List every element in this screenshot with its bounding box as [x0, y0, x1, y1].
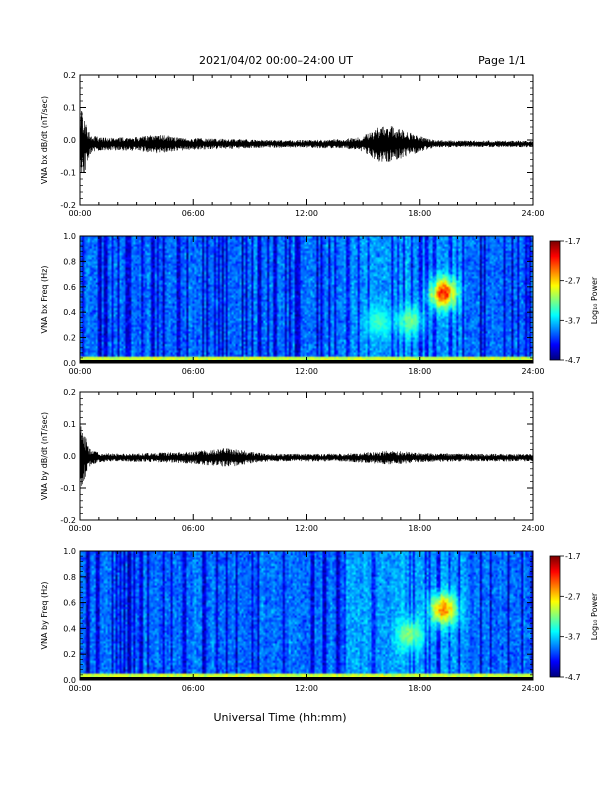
y-tick-label: 0.4 — [63, 308, 76, 317]
y-axis-label: VNA by dB/dt (nT/sec) — [40, 412, 49, 500]
colorbar-tick-label: -3.7 — [565, 633, 581, 642]
x-tick-label: 18:00 — [408, 684, 431, 693]
y-tick-label: 0.2 — [63, 334, 76, 343]
colorbar-label: Log₁₀ Power — [590, 592, 599, 640]
x-tick-label: 00:00 — [68, 367, 91, 376]
y-tick-label: 0.2 — [63, 71, 76, 80]
colorbar-tick-label: -2.7 — [565, 592, 581, 601]
y-tick-label: -0.2 — [60, 516, 76, 525]
panel-3: 00:00 06:00 12:00 18:00 24:00 -0.2 -0.1 0.0 0.1 0… — [40, 388, 545, 533]
x-tick-label: 24:00 — [521, 524, 544, 533]
colorbar-frame — [549, 555, 561, 678]
colorbar-tick-label: -3.7 — [565, 316, 581, 325]
panel-2: -1.7 -2.7 -3.7 -4.7 Log₁₀ Power 00:00 06:00 12:… — [40, 232, 599, 376]
colorbar-tick-label: -1.7 — [565, 552, 581, 561]
series-line — [79, 111, 534, 173]
x-tick-label: 24:00 — [521, 209, 544, 218]
x-tick-label: 12:00 — [295, 684, 318, 693]
colorbar — [550, 241, 560, 360]
x-tick-label: 24:00 — [521, 367, 544, 376]
colorbar-tick-label: -4.7 — [565, 356, 581, 365]
series-line — [79, 426, 534, 486]
y-axis-label: VNA bx Freq (Hz) — [40, 266, 49, 334]
x-tick-label: 18:00 — [408, 524, 431, 533]
colorbar-tick-label: -2.7 — [565, 277, 581, 286]
x-tick-label: 18:00 — [408, 209, 431, 218]
spectrogram-image — [80, 236, 533, 363]
y-tick-label: 0.6 — [63, 283, 76, 292]
x-tick-label: 00:00 — [68, 209, 91, 218]
y-tick-label: 1.0 — [63, 232, 76, 241]
y-tick-label: 0.0 — [63, 676, 76, 685]
colorbar-tick-label: -1.7 — [565, 237, 581, 246]
x-tick-label: 12:00 — [295, 367, 318, 376]
x-tick-label: 06:00 — [182, 524, 205, 533]
x-tick-label: 00:00 — [68, 524, 91, 533]
x-tick-label: 00:00 — [68, 684, 91, 693]
y-tick-label: 0.1 — [63, 104, 76, 113]
panel-1: 00:00 06:00 12:00 18:00 24:00 -0.2 -0.1 0.0 0.1 0… — [40, 71, 545, 218]
y-tick-label: 0.8 — [63, 257, 76, 266]
y-tick-label: 0.2 — [63, 388, 76, 397]
panel-4: -1.7 -2.7 -3.7 -4.7 Log₁₀ Power 00:00 06:00 12:… — [40, 547, 599, 693]
x-tick-label: 12:00 — [295, 524, 318, 533]
y-tick-label: 0.0 — [63, 136, 76, 145]
colorbar — [550, 556, 560, 677]
y-tick-label: 0.4 — [63, 624, 76, 633]
page-title: 2021/04/02 00:00–24:00 UT — [199, 54, 353, 67]
y-tick-label: 0.0 — [63, 452, 76, 461]
y-tick-label: -0.2 — [60, 201, 76, 210]
y-axis-label: VNA bx dB/dt (nT/sec) — [40, 96, 49, 184]
page-number: Page 1/1 — [478, 54, 526, 67]
x-tick-label: 18:00 — [408, 367, 431, 376]
x-tick-label: 06:00 — [182, 684, 205, 693]
y-tick-label: 0.1 — [63, 420, 76, 429]
x-tick-label: 24:00 — [521, 684, 544, 693]
x-tick-label: 12:00 — [295, 209, 318, 218]
plot-frame — [79, 74, 534, 206]
y-axis-label: VNA by Freq (Hz) — [40, 582, 49, 650]
colorbar-tick-label: -4.7 — [565, 673, 581, 682]
y-tick-label: 0.2 — [63, 650, 76, 659]
y-tick-label: 0.6 — [63, 599, 76, 608]
colorbar-label: Log₁₀ Power — [590, 276, 599, 324]
panels: 00:00 06:00 12:00 18:00 24:00 -0.2 -0.1 0.0 0.1 0… — [40, 71, 599, 693]
y-tick-label: -0.1 — [60, 484, 76, 493]
y-tick-label: 0.0 — [63, 359, 76, 368]
y-tick-label: -0.1 — [60, 169, 76, 178]
x-tick-label: 06:00 — [182, 209, 205, 218]
x-axis-title: Universal Time (hh:mm) — [214, 711, 347, 724]
colorbar-frame — [549, 240, 561, 361]
spectrogram-image — [80, 551, 533, 680]
y-tick-label: 1.0 — [63, 547, 76, 556]
y-tick-label: 0.8 — [63, 573, 76, 582]
x-tick-label: 06:00 — [182, 367, 205, 376]
